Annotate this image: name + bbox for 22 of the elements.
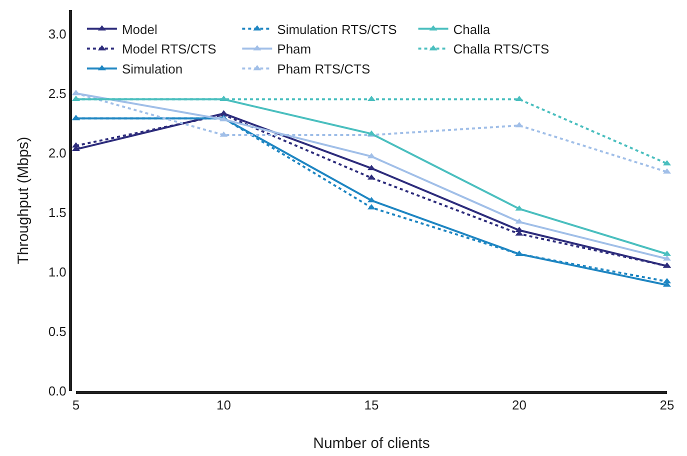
- y-tick-label: 2.0: [48, 145, 66, 160]
- x-tick-label: 10: [216, 398, 231, 413]
- legend-label: Challa RTS/CTS: [453, 42, 550, 57]
- y-tick-label: 3.0: [48, 26, 66, 42]
- legend-label: Simulation: [122, 62, 183, 77]
- y-tick-label: 1.5: [48, 204, 66, 220]
- y-tick-label: 0.5: [48, 324, 66, 340]
- x-tick-label: 25: [660, 398, 674, 413]
- x-axis-title: Number of clients: [313, 435, 430, 452]
- y-axis-title: Throughput (Mbps): [15, 136, 32, 264]
- y-tick-label: 1.0: [48, 264, 66, 280]
- legend-label: Model: [122, 22, 158, 37]
- x-tick-label: 5: [72, 398, 80, 413]
- legend-label: Challa: [453, 22, 491, 37]
- legend-label: Pham RTS/CTS: [277, 62, 370, 77]
- x-tick-label: 15: [364, 398, 379, 413]
- x-tick-label: 20: [512, 398, 526, 413]
- legend-label: Model RTS/CTS: [122, 42, 217, 57]
- legend-label: Pham: [277, 42, 312, 57]
- legend-label: Simulation RTS/CTS: [277, 22, 398, 37]
- y-tick-label: 2.5: [48, 86, 66, 101]
- y-tick-label: 0.0: [48, 384, 66, 399]
